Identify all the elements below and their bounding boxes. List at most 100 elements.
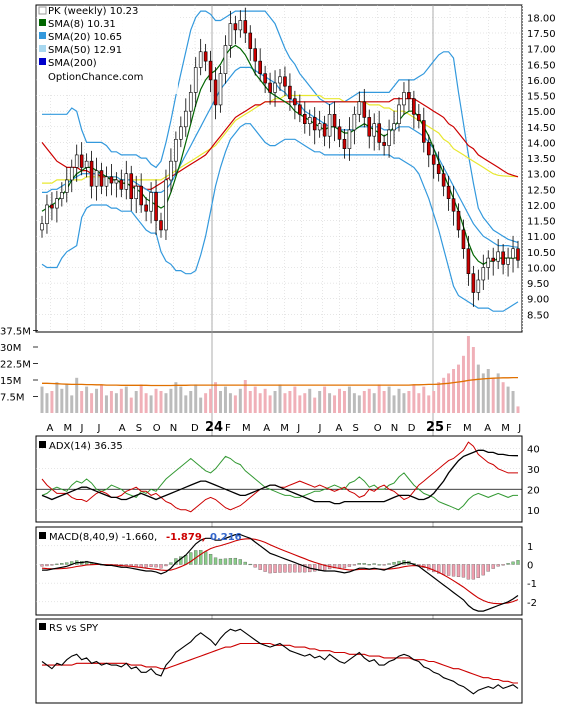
macd-histogram-bar xyxy=(322,564,327,571)
candle-body xyxy=(407,92,411,99)
legend-entry-0: PK (weekly) 10.23 xyxy=(48,6,138,17)
volume-bar xyxy=(362,391,366,413)
legend-swatch-2 xyxy=(39,32,46,39)
price-tick-label: 10.50 xyxy=(527,248,556,259)
volume-bar xyxy=(481,373,485,413)
macd-histogram-bar xyxy=(432,564,436,573)
candle-body xyxy=(327,113,332,137)
macd-histogram-bar xyxy=(50,564,54,566)
macd-histogram-bar xyxy=(382,564,386,566)
candle-body xyxy=(149,192,153,212)
volume-bar xyxy=(491,377,495,413)
candle-body xyxy=(114,179,119,184)
volume-tick-label: 7.5M xyxy=(0,393,25,404)
volume-bar xyxy=(263,388,267,413)
candle-body xyxy=(104,176,109,187)
candle-body xyxy=(69,167,74,181)
volume-bar xyxy=(85,386,89,413)
plus-di-line xyxy=(41,455,518,511)
volume-bar xyxy=(278,384,282,413)
candle-body xyxy=(417,113,421,121)
x-tick-label: A xyxy=(119,423,126,434)
volume-bar xyxy=(412,384,416,413)
price-tick-label: 9.00 xyxy=(527,295,549,306)
macd-hist-label: 0.216 xyxy=(210,532,242,543)
macd-histogram-bar xyxy=(298,564,302,573)
volume-bar xyxy=(342,391,346,413)
volume-bar xyxy=(100,384,103,413)
candle-body xyxy=(456,210,461,231)
x-tick-label: F xyxy=(225,423,231,434)
volume-bar xyxy=(134,391,138,413)
x-tick-label: A xyxy=(484,423,491,434)
x-tick-label: M xyxy=(280,423,289,434)
x-tick-label: D xyxy=(191,423,199,434)
candle-body xyxy=(119,179,124,190)
x-tick-label: J xyxy=(318,423,322,434)
candle-body xyxy=(322,123,327,137)
volume-bar xyxy=(288,391,292,413)
candle-body xyxy=(451,198,456,212)
price-tick-label: 12.50 xyxy=(527,185,556,196)
volume-bar xyxy=(179,386,183,413)
legend-swatch-3 xyxy=(39,45,46,52)
legend-entry-1: SMA(8) 10.31 xyxy=(48,19,116,30)
volume-bar xyxy=(129,397,133,413)
candle-body xyxy=(218,73,223,106)
macd-histogram-bar xyxy=(203,551,208,565)
volume-bar xyxy=(159,391,163,413)
price-tick-label: 18.00 xyxy=(527,13,556,24)
candle-body xyxy=(352,113,357,131)
candle-body xyxy=(60,192,64,199)
candle-body xyxy=(109,176,114,184)
volume-bar xyxy=(154,388,158,413)
macd-signal-label: -1.879, xyxy=(166,532,206,543)
macd-histogram-bar xyxy=(223,558,228,565)
macd-histogram-bar xyxy=(283,564,287,573)
candle-body xyxy=(278,76,282,84)
macd-histogram-bar xyxy=(55,563,59,565)
volume-bar xyxy=(253,386,257,413)
volume-bar xyxy=(357,395,361,413)
candle-body xyxy=(208,60,213,81)
volume-bar xyxy=(248,391,252,413)
macd-histogram-bar xyxy=(451,564,456,577)
volume-bar xyxy=(392,395,396,413)
volume-bar xyxy=(258,393,262,413)
macd-histogram-bar xyxy=(65,562,69,565)
candle-body xyxy=(347,129,352,149)
macd-histogram-bar xyxy=(427,564,431,571)
macd-histogram-bar xyxy=(218,558,223,565)
candle-body xyxy=(248,32,253,49)
volume-bar xyxy=(164,393,168,413)
adx-panel xyxy=(35,435,523,523)
x-tick-label: A xyxy=(336,423,343,434)
candle-body xyxy=(179,126,183,140)
adx-grid xyxy=(36,448,522,510)
candle-body xyxy=(481,267,486,281)
candle-body xyxy=(188,92,193,112)
price-tick-label: 11.50 xyxy=(527,217,556,228)
volume-bar xyxy=(461,355,465,413)
macd-histogram-bar xyxy=(456,564,461,577)
macd-y-axis: 1 0 -1 -2 xyxy=(527,542,537,609)
legend-swatch-1 xyxy=(39,19,46,26)
macd-tick-label: 1 xyxy=(527,542,533,553)
candle-body xyxy=(506,257,510,265)
candle-body xyxy=(159,220,163,231)
candle-body xyxy=(382,142,386,146)
price-tick-label: 14.50 xyxy=(527,123,556,134)
volume-bar xyxy=(457,364,460,413)
candle-body xyxy=(307,117,312,124)
rs-line xyxy=(41,628,519,695)
volume-y-axis: 37.5M 30M 22.5M 15M 7.5M xyxy=(0,327,38,404)
volume-bar xyxy=(50,391,54,413)
candle-body xyxy=(402,92,406,106)
volume-bar xyxy=(407,391,411,413)
volume-bar xyxy=(119,388,123,413)
candle-body xyxy=(184,110,188,128)
macd-histogram-bar xyxy=(149,564,153,567)
volume-bar xyxy=(447,373,451,413)
volume-bar xyxy=(387,386,391,413)
